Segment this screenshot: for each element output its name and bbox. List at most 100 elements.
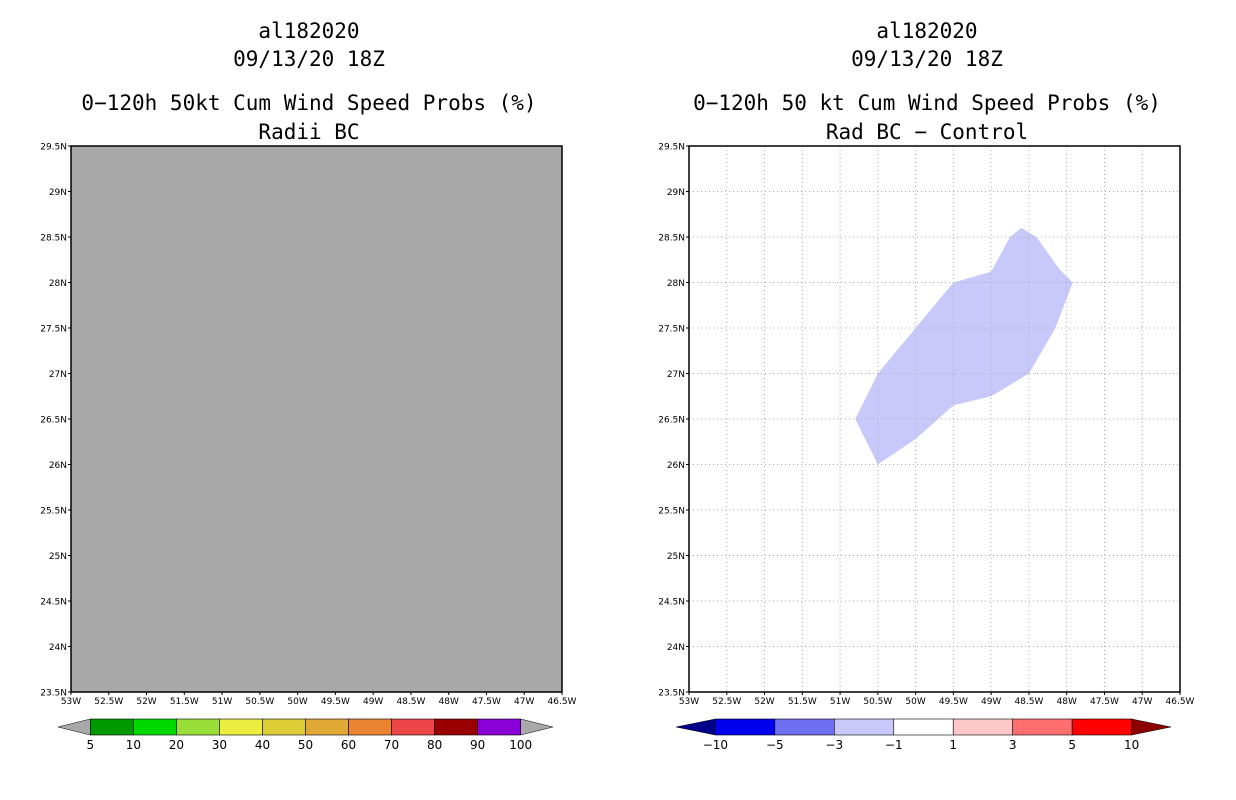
left-legend-swatch [434,718,478,736]
left-x-tick-label: 53W [61,697,81,707]
right-y-tick-label: 23.5N [658,689,685,699]
right-y-tick-label: 27.5N [658,325,685,335]
left-y-tick-label: 27N [49,370,67,380]
right-x-tick-label: 52.5W [712,697,741,707]
right-x-tick-label: 51W [830,697,850,707]
right-x-tick-label: 51.5W [788,697,817,707]
left-x-tick-label: 49.5W [321,697,350,707]
left-legend-swatch [305,718,349,736]
left-legend-label: 100 [509,738,532,752]
right-x-tick-label: 53W [679,697,699,707]
right-legend-label: −5 [766,738,784,752]
left-legend-label: 20 [169,738,184,752]
right-legend-swatch [952,718,1013,736]
right-title-storm: al182020 [876,19,978,43]
left-x-tick-label: 46.5W [548,697,577,707]
left-x-tick-label: 49W [363,697,383,707]
right-legend-label: 1 [949,738,957,752]
left-legend-label: 90 [470,738,485,752]
left-map: 29.5N 29N 28.5N 28N 27.5N 27N 26.5N 26N 25.5N 25N… [40,143,577,753]
left-legend-swatch [391,718,435,736]
right-x-tick-label: 52W [754,697,774,707]
left-y-tick-label: 26N [49,461,67,471]
left-legend-label: 10 [126,738,141,752]
right-legend-label: −10 [703,738,728,752]
left-x-tick-label: 48W [439,697,459,707]
right-x-tick-label: 47W [1132,697,1152,707]
right-title-sub: Rad BC − Control [825,120,1029,144]
left-legend-swatch [348,718,392,736]
right-legend-low-arrow [675,718,716,736]
right-legend-label: 5 [1068,738,1076,752]
right-legend-swatch [774,718,835,736]
left-x-tick-label: 52.5W [94,697,123,707]
right-legend-high-arrow [1131,718,1172,736]
right-x-tick-label: 47.5W [1090,697,1119,707]
left-x-tick-label: 51W [212,697,232,707]
right-y-tick-label: 29.5N [658,143,685,153]
left-y-tick-label: 29.5N [40,143,67,153]
right-x-tick-label: 49.5W [939,697,968,707]
right-y-tick-label: 26N [667,461,685,471]
left-y-tick-label: 25.5N [40,507,67,517]
left-title-date: 09/13/20 18Z [233,47,385,71]
right-legend-label: −3 [825,738,843,752]
right-legend-swatch [715,718,776,736]
left-legend-high-arrow [520,718,554,736]
left-title-product: 0−120h 50kt Cum Wind Speed Probs (%) [81,91,537,115]
right-legend-label: 10 [1124,738,1139,752]
right-y-tick-label: 25.5N [658,507,685,517]
left-y-tick-label: 25N [49,552,67,562]
right-title-date: 09/13/20 18Z [851,47,1003,71]
right-x-tick-label: 50W [905,697,925,707]
left-y-tick-label: 26.5N [40,416,67,426]
right-legend-swatch [834,718,895,736]
left-legend-swatch [477,718,521,736]
left-legend-swatch [133,718,177,736]
left-legend-label: 60 [341,738,356,752]
right-legend-swatch [1071,718,1132,736]
right-x-tick-label: 48.5W [1014,697,1043,707]
right-y-tick-label: 27N [667,370,685,380]
right-x-tick-label: 46.5W [1166,697,1195,707]
right-y-tick-label: 28N [667,279,685,289]
left-x-tick-label: 51.5W [170,697,199,707]
right-x-tick-label: 50.5W [863,697,892,707]
right-map: 29.5N 29N 28.5N 28N 27.5N 27N 26.5N 26N 25.5N 25N… [658,143,1195,753]
right-legend-label: −1 [885,738,903,752]
left-title-sub: Radii BC [258,120,360,144]
left-y-tick-label: 24.5N [40,598,67,608]
right-legend-label: 3 [1009,738,1017,752]
left-x-tick-label: 50.5W [245,697,274,707]
right-x-tick-label: 48W [1057,697,1077,707]
right-y-tick-label: 28.5N [658,234,685,244]
left-legend-swatch [90,718,134,736]
right-panel: al182020 09/13/20 18Z 0−120h 50 kt Cum W… [618,0,1236,800]
left-legend-label: 30 [212,738,227,752]
left-legend-swatch [262,718,306,736]
right-y-tick-label: 24.5N [658,598,685,608]
right-y-tick-label: 25N [667,552,685,562]
right-x-tick-label: 49W [981,697,1001,707]
left-legend-label: 5 [87,738,95,752]
left-plot-fill [71,146,562,692]
left-legend-label: 50 [298,738,313,752]
right-probability-region [855,227,1073,465]
left-legend-low-arrow [57,718,91,736]
right-legend-swatch [1012,718,1073,736]
left-legend-label: 70 [384,738,399,752]
left-x-tick-label: 52W [136,697,156,707]
left-x-tick-label: 50W [287,697,307,707]
right-y-tick-label: 26.5N [658,416,685,426]
left-title-storm: al182020 [258,19,360,43]
left-legend-label: 80 [427,738,442,752]
left-y-tick-label: 28.5N [40,234,67,244]
left-y-tick-label: 29N [49,188,67,198]
left-x-tick-label: 47.5W [472,697,501,707]
left-legend-label: 40 [255,738,270,752]
left-legend-swatch [176,718,220,736]
left-y-tick-label: 23.5N [40,689,67,699]
right-legend-swatch [893,718,954,736]
left-y-tick-label: 28N [49,279,67,289]
left-panel: al182020 09/13/20 18Z 0−120h 50kt Cum Wi… [40,19,577,753]
